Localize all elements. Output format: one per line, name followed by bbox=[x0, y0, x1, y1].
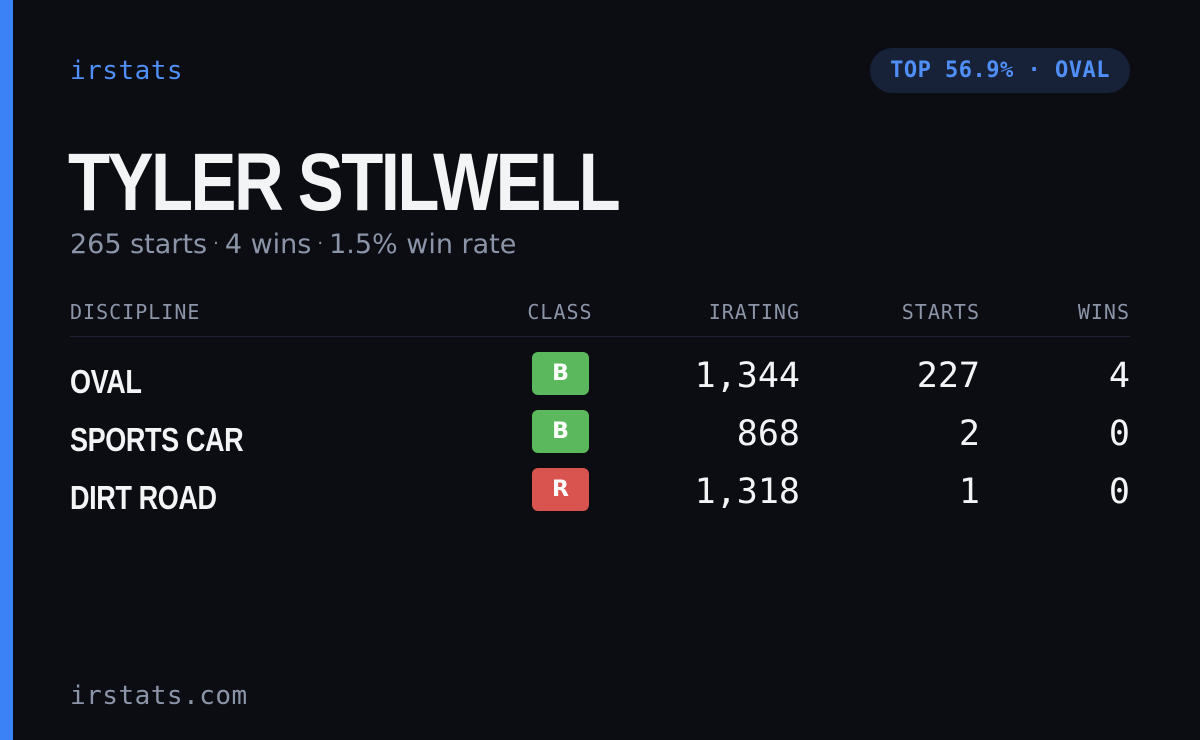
discipline-stats-table: DISCIPLINE CLASS IRATING STARTS WINS OVA… bbox=[70, 298, 1130, 526]
wins-value: 0 bbox=[1108, 472, 1130, 512]
summary-separator: · bbox=[317, 233, 324, 254]
header-irating: IRATING bbox=[708, 300, 800, 324]
header-discipline: DISCIPLINE bbox=[70, 300, 201, 324]
discipline-name: SPORTS CAR bbox=[70, 421, 244, 458]
table-row-oval: OVAL B 1,344 227 4 bbox=[70, 352, 1130, 410]
summary-wins: 4 wins bbox=[224, 229, 312, 260]
license-class-badge: B bbox=[532, 352, 589, 395]
table-row-dirt-road: DIRT ROAD R 1,318 1 0 bbox=[70, 468, 1130, 526]
wins-value: 0 bbox=[1108, 414, 1130, 454]
driver-summary: 265 starts · 4 wins · 1.5% win rate bbox=[70, 228, 516, 265]
brand-logo-text: irstats bbox=[70, 56, 184, 86]
discipline-name: OVAL bbox=[70, 363, 142, 400]
accent-bar bbox=[0, 0, 13, 740]
header-class: CLASS bbox=[527, 300, 593, 324]
rank-badge: TOP 56.9% · OVAL bbox=[870, 48, 1130, 93]
license-class-badge: R bbox=[532, 468, 589, 511]
irating-value: 1,318 bbox=[694, 472, 800, 512]
driver-name: TYLER STILWELL bbox=[68, 137, 621, 228]
starts-value: 2 bbox=[958, 414, 980, 454]
starts-value: 227 bbox=[916, 356, 980, 396]
summary-win-rate: 1.5% win rate bbox=[329, 229, 517, 260]
license-class-badge: B bbox=[532, 410, 589, 453]
table-header-row: DISCIPLINE CLASS IRATING STARTS WINS bbox=[70, 298, 1130, 337]
wins-value: 4 bbox=[1108, 356, 1130, 396]
footer-url: irstats.com bbox=[70, 681, 248, 711]
summary-separator: · bbox=[213, 233, 219, 254]
discipline-name: DIRT ROAD bbox=[70, 479, 217, 516]
header-wins: WINS bbox=[1077, 300, 1130, 324]
irating-value: 1,344 bbox=[694, 356, 800, 396]
starts-value: 1 bbox=[958, 472, 980, 512]
irating-value: 868 bbox=[736, 414, 800, 454]
table-row-sports-car: SPORTS CAR B 868 2 0 bbox=[70, 410, 1130, 468]
header-starts: STARTS bbox=[901, 300, 980, 324]
summary-starts: 265 starts bbox=[70, 229, 208, 260]
